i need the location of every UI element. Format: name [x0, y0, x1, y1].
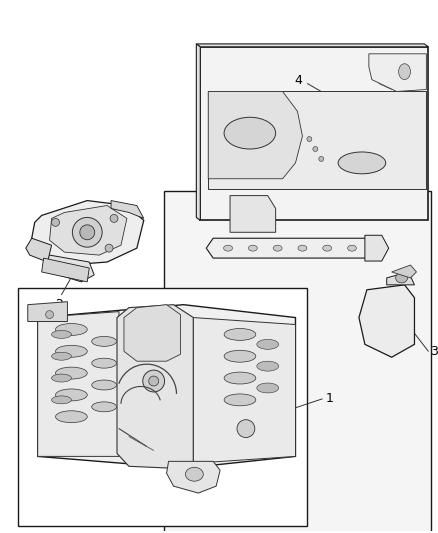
Ellipse shape — [224, 350, 256, 362]
Ellipse shape — [248, 245, 257, 251]
Polygon shape — [392, 265, 417, 278]
Ellipse shape — [80, 225, 95, 240]
Ellipse shape — [319, 157, 324, 161]
Ellipse shape — [110, 214, 118, 222]
Polygon shape — [208, 92, 426, 189]
Ellipse shape — [92, 380, 117, 390]
Ellipse shape — [92, 358, 117, 368]
Ellipse shape — [105, 244, 113, 252]
Polygon shape — [49, 206, 127, 255]
Text: 4: 4 — [294, 74, 302, 87]
Text: 1: 1 — [325, 392, 333, 406]
Polygon shape — [28, 302, 67, 321]
Ellipse shape — [399, 64, 410, 79]
Ellipse shape — [307, 136, 312, 142]
Ellipse shape — [224, 328, 256, 341]
Ellipse shape — [338, 152, 386, 174]
Ellipse shape — [323, 245, 332, 251]
Ellipse shape — [56, 411, 87, 423]
Polygon shape — [18, 288, 307, 526]
Ellipse shape — [257, 361, 279, 371]
Ellipse shape — [298, 245, 307, 251]
Ellipse shape — [52, 374, 71, 382]
Ellipse shape — [149, 376, 159, 386]
Ellipse shape — [56, 324, 87, 335]
Ellipse shape — [257, 383, 279, 393]
Polygon shape — [230, 196, 276, 232]
Polygon shape — [196, 44, 200, 220]
Ellipse shape — [92, 402, 117, 412]
Ellipse shape — [224, 372, 256, 384]
Ellipse shape — [72, 217, 102, 247]
Polygon shape — [166, 462, 220, 493]
Polygon shape — [164, 191, 431, 532]
Text: 2: 2 — [56, 298, 64, 311]
Polygon shape — [359, 285, 414, 357]
Polygon shape — [117, 305, 193, 469]
Ellipse shape — [185, 467, 203, 481]
Ellipse shape — [223, 245, 233, 251]
Polygon shape — [208, 92, 302, 179]
Polygon shape — [42, 258, 89, 282]
Ellipse shape — [347, 245, 357, 251]
Ellipse shape — [143, 370, 165, 392]
Ellipse shape — [224, 394, 256, 406]
Ellipse shape — [257, 340, 279, 349]
Ellipse shape — [237, 419, 255, 438]
Ellipse shape — [52, 352, 71, 360]
Polygon shape — [196, 44, 428, 47]
Polygon shape — [38, 312, 119, 456]
Ellipse shape — [224, 117, 276, 149]
Polygon shape — [111, 200, 144, 219]
Polygon shape — [387, 272, 414, 285]
Polygon shape — [26, 238, 52, 262]
Polygon shape — [124, 305, 180, 361]
Ellipse shape — [273, 245, 282, 251]
Ellipse shape — [313, 147, 318, 151]
Ellipse shape — [46, 311, 53, 319]
Text: 3: 3 — [430, 345, 438, 358]
Ellipse shape — [56, 389, 87, 401]
Polygon shape — [369, 54, 426, 92]
Polygon shape — [193, 318, 296, 463]
Ellipse shape — [56, 367, 87, 379]
Polygon shape — [206, 238, 372, 258]
Ellipse shape — [52, 219, 60, 227]
Polygon shape — [365, 235, 389, 261]
Polygon shape — [200, 47, 428, 220]
Ellipse shape — [396, 273, 407, 283]
Ellipse shape — [52, 330, 71, 338]
Polygon shape — [38, 305, 296, 469]
Polygon shape — [44, 255, 94, 282]
Ellipse shape — [52, 396, 71, 404]
Polygon shape — [32, 200, 144, 265]
Ellipse shape — [92, 336, 117, 346]
Ellipse shape — [56, 345, 87, 357]
